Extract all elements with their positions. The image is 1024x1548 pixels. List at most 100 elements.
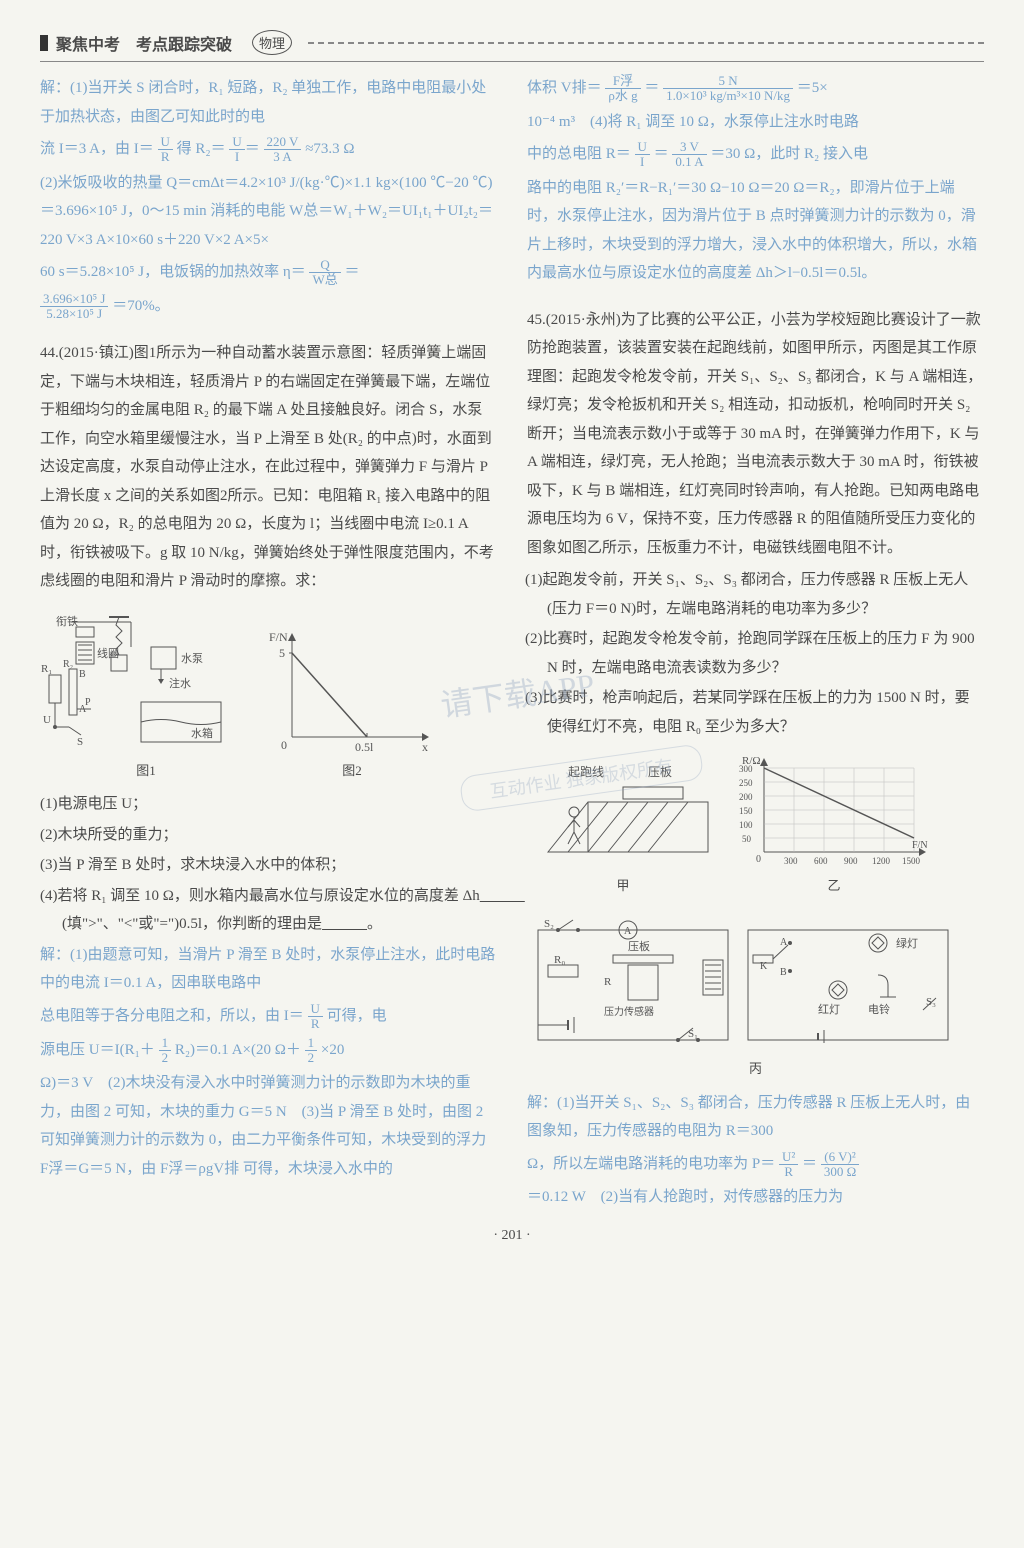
svg-text:衔铁: 衔铁 xyxy=(56,615,78,628)
fig-jia-label: 甲 xyxy=(528,874,718,899)
figure-row-q44: 衔铁 线圈 R₁ R₂ B A P U S xyxy=(40,606,497,785)
svg-text:1500: 1500 xyxy=(902,856,921,866)
svg-text:注水: 注水 xyxy=(169,676,191,690)
fig-yi-label: 乙 xyxy=(734,874,934,899)
sol-line: 10⁻⁴ m³ (4)将 R₁ 调至 10 Ω，水泵停止注水时电路 xyxy=(527,108,984,137)
fraction: (6 V)²300 Ω xyxy=(821,1150,859,1180)
svg-text:F/N: F/N xyxy=(912,840,928,851)
question-source: (2015·镇江) xyxy=(59,345,134,361)
sol-line: 体积 V排＝ F浮ρ水 g ＝ 5 N1.0×10³ kg/m³×10 N/kg… xyxy=(527,74,984,104)
fig-bing-label: 丙 xyxy=(528,1057,983,1082)
svg-text:水箱: 水箱 xyxy=(191,726,213,740)
question-body: 为了比赛的公平公正，小芸为学校短跑比赛设计了一款防抢跑装置，该装置安装在起跑线前… xyxy=(527,312,982,556)
svg-text:150: 150 xyxy=(739,806,753,816)
svg-text:0: 0 xyxy=(756,854,761,865)
svg-text:300: 300 xyxy=(784,856,798,866)
q44-sub3: (3)当 P 滑至 B 处时，求木块浸入水中的体积； xyxy=(40,851,497,880)
page-header: 聚焦中考 考点跟踪突破 物理 xyxy=(40,30,984,62)
page-number: · 201 · xyxy=(40,1228,984,1244)
fraction: UR xyxy=(308,1002,323,1032)
fraction: U²R xyxy=(779,1150,798,1180)
svg-text:线圈: 线圈 xyxy=(97,646,119,660)
svg-text:0.5l: 0.5l xyxy=(355,740,374,754)
question-number: 45. xyxy=(527,312,546,328)
fraction: UR xyxy=(158,135,173,165)
svg-text:R: R xyxy=(604,976,612,988)
q45-sub1: (1)起跑发令前，开关 S₁、S₂、S₃ 都闭合，压力传感器 R 压板上无人(压… xyxy=(527,566,984,623)
q45-solution: 解：(1)当开关 S₁、S₂、S₃ 都闭合，压力传感器 R 压板上无人时，由图象… xyxy=(527,1089,984,1212)
svg-text:R₀: R₀ xyxy=(554,954,565,966)
right-column: 体积 V排＝ F浮ρ水 g ＝ 5 N1.0×10³ kg/m³×10 N/kg… xyxy=(527,74,984,1216)
sol-line: Ω，所以左端电路消耗的电功率为 P＝ U²R ＝ (6 V)²300 Ω xyxy=(527,1150,984,1180)
svg-text:R₁: R₁ xyxy=(41,663,52,675)
svg-text:压板: 压板 xyxy=(648,765,672,779)
svg-text:B: B xyxy=(79,669,86,680)
sol-line: 中的总电阻 R＝ UI ＝ 3 V0.1 A ＝30 Ω，此时 R₂ 接入电 xyxy=(527,140,984,170)
q44-sub2: (2)木块所受的重力； xyxy=(40,821,497,850)
fill-blank xyxy=(480,888,525,904)
svg-text:起跑线: 起跑线 xyxy=(568,765,604,779)
figure-yi: R/Ω 50100150200250300 30060090012001500 … xyxy=(733,751,935,900)
sol-line: ＝0.12 W (2)当有人抢跑时，对传感器的压力为 xyxy=(527,1183,984,1212)
sol-line: 路中的电阻 R₂′＝R−R₁′＝30 Ω−10 Ω＝20 Ω＝R₂，即滑片位于上… xyxy=(527,174,984,288)
sol-line: 总电阻等于各分电阻之和，所以，由 I＝ UR 可得，电 xyxy=(40,1002,497,1032)
svg-text:300: 300 xyxy=(739,764,753,774)
q44-sub1: (1)电源电压 U； xyxy=(40,790,497,819)
prev-solution: 解：(1)当开关 S 闭合时，R₁ 短路，R₂ 单独工作，电路中电阻最小处于加热… xyxy=(40,74,497,321)
svg-text:1200: 1200 xyxy=(872,856,891,866)
svg-text:K: K xyxy=(760,961,768,972)
svg-text:U: U xyxy=(43,714,51,726)
sol-line: (2)米饭吸收的热量 Q＝cmΔt＝4.2×10³ J/(kg·℃)×1.1 k… xyxy=(40,169,497,255)
sol-line: Ω)＝3 V (2)木块没有浸入水中时弹簧测力计的示数即为木块的重力，由图 2 … xyxy=(40,1069,497,1183)
svg-text:A: A xyxy=(624,926,632,937)
header-title: 聚焦中考 考点跟踪突破 xyxy=(56,31,232,55)
figure-row-q45: 起跑线 压板 甲 R/Ω xyxy=(527,751,984,1082)
svg-text:600: 600 xyxy=(814,856,828,866)
svg-text:200: 200 xyxy=(739,792,753,802)
svg-text:x: x xyxy=(422,740,428,754)
svg-text:电铃: 电铃 xyxy=(868,1002,890,1016)
svg-text:F/N: F/N xyxy=(269,630,288,644)
q44-solution: 解：(1)由题意可知，当滑片 P 滑至 B 处时，水泵停止注水，此时电路中的电流… xyxy=(40,941,497,1183)
svg-text:绿灯: 绿灯 xyxy=(896,936,918,950)
svg-text:B: B xyxy=(780,967,787,978)
svg-text:压板: 压板 xyxy=(628,939,650,953)
sol-line: 解：(1)由题意可知，当滑片 P 滑至 B 处时，水泵停止注水，此时电路中的电流… xyxy=(40,941,497,998)
figure-1: 衔铁 线圈 R₁ R₂ B A P U S xyxy=(40,606,252,785)
header-dashed-line xyxy=(308,42,984,44)
sol-line: 解：(1)当开关 S₁、S₂、S₃ 都闭合，压力传感器 R 压板上无人时，由图象… xyxy=(527,1089,984,1146)
q45: 45.(2015·永州)为了比赛的公平公正，小芸为学校短跑比赛设计了一款防抢跑装… xyxy=(527,306,984,563)
fraction: UI xyxy=(229,135,244,165)
sol-line: 解：(1)当开关 S 闭合时，R₁ 短路，R₂ 单独工作，电路中电阻最小处于加热… xyxy=(40,74,497,131)
fraction: QW总 xyxy=(309,258,340,288)
svg-text:0: 0 xyxy=(281,738,287,752)
fraction: 220 V3 A xyxy=(264,135,302,165)
figure-jia: 起跑线 压板 甲 xyxy=(527,761,719,900)
figure-2: F/N 5 0.5l x 0 图2 xyxy=(266,626,438,785)
svg-text:P: P xyxy=(85,697,91,708)
fig2-label: 图2 xyxy=(267,759,437,784)
q44-sub4: (4)若将 R₁ 调至 10 Ω，则水箱内最高水位与原设定水位的高度差 Δh (… xyxy=(40,882,497,939)
fraction: 3.696×10⁵ J5.28×10⁵ J xyxy=(40,292,108,322)
sol-line: 源电压 U＝I(R₁＋ 12 R₂)＝0.1 A×(20 Ω＋ 12 ×20 xyxy=(40,1036,497,1066)
fraction: 12 xyxy=(159,1036,172,1066)
svg-text:压力传感器: 压力传感器 xyxy=(604,1005,654,1018)
two-column-layout: 解：(1)当开关 S 闭合时，R₁ 短路，R₂ 单独工作，电路中电阻最小处于加热… xyxy=(40,74,984,1216)
svg-text:S: S xyxy=(77,736,83,748)
svg-text:水泵: 水泵 xyxy=(181,652,203,665)
q44: 44.(2015·镇江)图1所示为一种自动蓄水装置示意图：轻质弹簧上端固定，下端… xyxy=(40,339,497,596)
sol-line: 流 I＝3 A，由 I＝ UR 得 R₂＝ UI＝ 220 V3 A ≈73.3… xyxy=(40,135,497,165)
question-number: 44. xyxy=(40,345,59,361)
figure-bing: S₂ A R₀ 压板 R 压力传感器 S₁ xyxy=(527,914,984,1083)
svg-text:50: 50 xyxy=(742,834,752,844)
left-column: 解：(1)当开关 S 闭合时，R₁ 短路，R₂ 单独工作，电路中电阻最小处于加热… xyxy=(40,74,497,1216)
fraction: F浮ρ水 g xyxy=(605,74,640,104)
svg-text:S₂: S₂ xyxy=(544,918,554,930)
fill-blank xyxy=(322,916,367,932)
svg-text:红灯: 红灯 xyxy=(818,1003,840,1016)
svg-text:R₂: R₂ xyxy=(63,659,73,670)
fraction: 12 xyxy=(305,1036,318,1066)
sol-line: 60 s＝5.28×10⁵ J，电饭锅的加热效率 η＝ QW总 ＝ xyxy=(40,258,497,288)
header-subject: 物理 xyxy=(252,30,292,55)
svg-text:S₁: S₁ xyxy=(688,1028,698,1040)
